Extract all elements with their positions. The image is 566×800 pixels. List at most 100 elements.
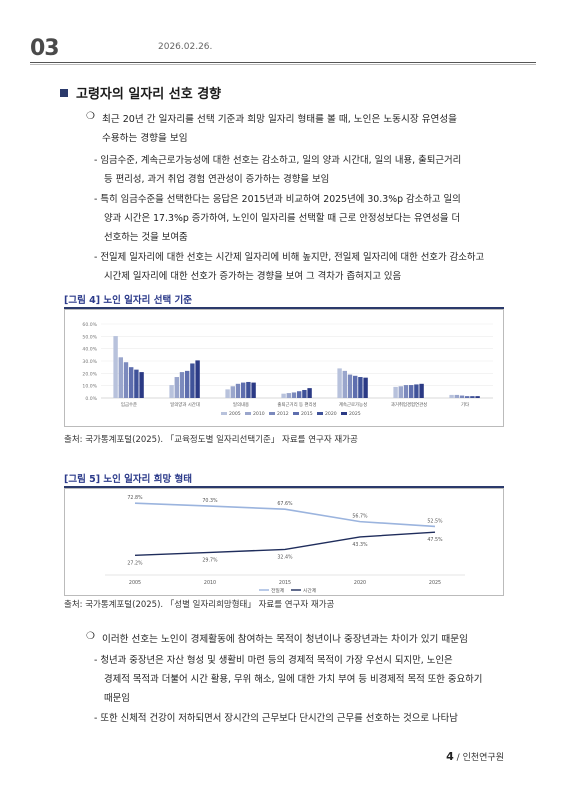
square-bullet-icon	[60, 88, 68, 97]
legend-label: 2005	[229, 411, 241, 417]
series-line	[134, 502, 436, 528]
bar	[475, 396, 480, 398]
bar	[403, 385, 409, 398]
legend-swatch	[293, 412, 299, 415]
body1-dash3-line2: 시간제 일자리에 대한 선호가 증가하는 경향을 보여 그 격차가 좁혀지고 있…	[104, 271, 402, 282]
bar	[358, 377, 363, 398]
body1-bullet-line1: 최근 20년 간 일자리를 선택 기준과 희망 일자리 형태를 볼 때, 노인은…	[102, 114, 457, 125]
body2-dash1-line2: 경제적 목적과 더불어 시간 활용, 무위 해소, 일에 대한 가치 부여 등 …	[104, 674, 483, 685]
header-rule-thin	[30, 64, 536, 65]
figure5-source: 출처: 국가통계포털(2025). 「성별 일자리희망형태」 자료를 연구자 재…	[64, 600, 335, 610]
bar	[139, 372, 144, 398]
y-tick-label: 10.0%	[82, 384, 97, 390]
figure4-top-rule	[64, 307, 504, 309]
bar	[363, 377, 368, 398]
bar	[302, 389, 307, 398]
body2-dash1-line1: - 청년과 중장년은 자산 형성 및 생활비 마련 등의 경제적 목적이 가장 …	[94, 655, 453, 666]
figure4-bar-chart-svg: 0.0% 10.0% 20.0% 30.0% 40.0% 50.0% 60.0% 임금수준 일의…	[82, 322, 493, 417]
x-tick-label: 2005	[129, 580, 141, 586]
page-footer: 4 / 인천연구원	[446, 750, 504, 763]
legend-label: 2015	[301, 411, 313, 417]
data-label: 27.2%	[127, 560, 143, 566]
data-label: 47.5%	[427, 537, 443, 543]
circle-bullet-icon: ❍	[86, 111, 95, 122]
bar	[235, 383, 241, 398]
x-tick-label: 2010	[204, 580, 216, 586]
figure4-source: 출처: 국가통계포털(2025). 「교육정도별 일자리선택기준」 자료를 연구…	[64, 435, 358, 445]
section-title: 고령자의 일자리 선호 경향	[60, 83, 221, 102]
x-tick-label: 2025	[429, 580, 441, 586]
bar	[465, 396, 470, 398]
report-date: 2026.02.26.	[158, 42, 213, 52]
y-tick-label: 20.0%	[82, 371, 97, 377]
body1-dash1-line1: - 임금수준, 계속근로가능성에 대한 선호는 감소하고, 일의 양과 시간대,…	[94, 155, 462, 166]
bar	[419, 383, 424, 398]
bar	[414, 384, 419, 398]
legend-label: 2010	[253, 411, 265, 417]
x-tick-label: 임금수준	[121, 401, 137, 408]
bar	[129, 367, 134, 398]
bar	[230, 386, 235, 398]
legend-swatch	[341, 412, 347, 415]
figure4-chart: 0.0% 10.0% 20.0% 30.0% 40.0% 50.0% 60.0% 임금수준 일의…	[64, 309, 504, 427]
bar	[307, 388, 312, 398]
data-label: 70.3%	[202, 498, 218, 504]
x-tick-label: 2015	[279, 580, 291, 586]
legend-label: 2012	[277, 411, 289, 417]
bar	[113, 336, 118, 398]
circle-bullet-icon-2: ❍	[86, 631, 95, 642]
bar	[246, 381, 251, 398]
page-number: 4	[446, 750, 454, 763]
y-tick-label: 30.0%	[82, 359, 97, 365]
bar	[342, 370, 347, 398]
bar	[251, 382, 256, 398]
data-label: 72.8%	[127, 495, 143, 501]
legend-swatch	[269, 412, 275, 415]
bar	[297, 391, 302, 398]
bar	[174, 377, 179, 398]
section-title-text: 고령자의 일자리 선호 경향	[76, 87, 222, 102]
bar	[337, 368, 342, 398]
bar	[123, 362, 129, 398]
body1-dash2-line2: 양과 시간은 17.3%p 증가하여, 노인이 일자리를 선택할 때 근로 안정…	[104, 213, 461, 224]
legend-label: 전일제	[271, 587, 284, 594]
series-line	[134, 531, 436, 557]
legend-label: 시간제	[303, 587, 316, 594]
bar	[353, 375, 358, 398]
body1-dash1-line2: 등 편리성, 과거 취업 경험 연관성이 증가하는 경향을 보임	[104, 174, 330, 185]
data-label: 29.7%	[202, 557, 218, 563]
bar	[454, 394, 459, 398]
data-label: 32.4%	[277, 554, 293, 560]
bar	[398, 386, 403, 398]
y-tick-label: 60.0%	[82, 322, 97, 328]
footer-separator: /	[456, 753, 460, 763]
figure5-line-chart-svg: 2005 2010 2015 2020 2025 72.8% 70.3% 67.6% 56.7%…	[105, 495, 465, 594]
x-tick-label: 일의내용	[233, 401, 249, 408]
legend-label: 2020	[325, 411, 337, 417]
data-label: 56.7%	[352, 514, 368, 520]
x-tick-label: 계속근로가능성	[339, 401, 367, 408]
legend-swatch	[245, 412, 251, 415]
bar	[225, 389, 230, 398]
bar	[185, 370, 190, 398]
x-tick-label: 기타	[461, 401, 469, 408]
x-tick-label: 출퇴근거리 등 편리성	[277, 401, 316, 408]
body2-dash2-line1: - 또한 신체적 건강이 저하되면서 장시간의 근무보다 단시간의 근무를 선호…	[94, 713, 458, 724]
bar	[118, 357, 123, 398]
bar	[190, 363, 195, 398]
legend-swatch	[221, 412, 227, 415]
figure5-title: [그림 5] 노인 일자리 희망 형태	[64, 474, 192, 485]
bar	[347, 374, 353, 398]
footer-org: 인천연구원	[462, 753, 504, 763]
chapter-number: 03	[30, 36, 60, 61]
bar	[393, 386, 398, 398]
bar	[241, 382, 246, 398]
figure4-title: [그림 4] 노인 일자리 선택 기준	[64, 295, 192, 306]
legend-swatch	[317, 412, 323, 415]
body1-dash3-line1: - 전일제 일자리에 대한 선호는 시간제 일자리에 비해 높지만, 전일제 일…	[94, 252, 485, 263]
bar	[449, 394, 454, 398]
bar	[169, 385, 174, 398]
bar	[459, 395, 465, 398]
body2-bullet-line1: 이러한 선호는 노인이 경제활동에 참여하는 목적이 청년이나 중장년과는 차이…	[102, 634, 468, 645]
